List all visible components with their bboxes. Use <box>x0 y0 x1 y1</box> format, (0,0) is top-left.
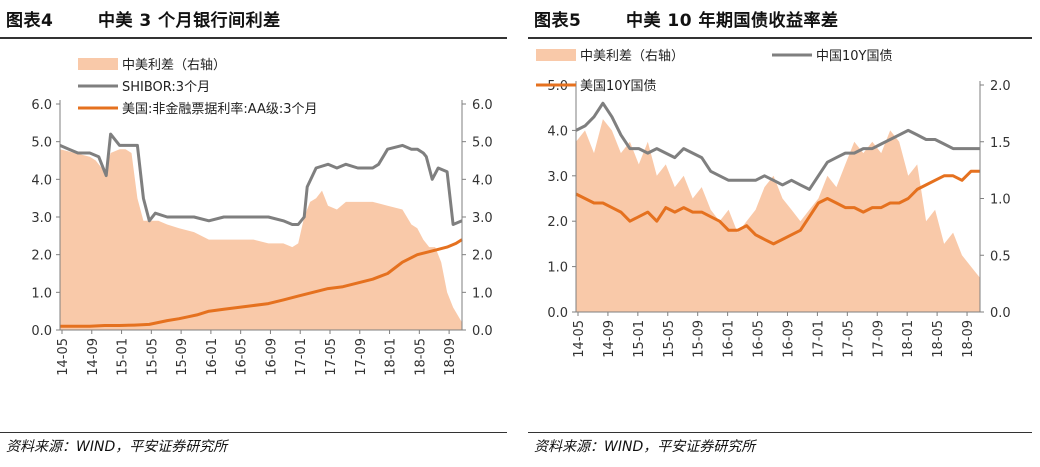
y-tick-label-left: 3.0 <box>31 211 52 226</box>
source-note-left: 资料来源：WIND，平安证券研究所 <box>6 439 228 455</box>
x-tick-label: 16-09 <box>781 320 796 358</box>
series-area-spread <box>576 119 980 312</box>
x-tick-label: 18-09 <box>443 338 458 376</box>
x-tick-label: 18-01 <box>384 338 399 376</box>
y-tick-label-right: 2.0 <box>990 79 1011 94</box>
source-note-right: 资料来源：WIND，平安证券研究所 <box>534 439 756 455</box>
y-tick-label-right: 1.0 <box>990 193 1011 208</box>
chart-title-right: 图表5 中美 10 年期国债收益率差 <box>534 6 839 31</box>
x-tick-label: 16-05 <box>235 338 250 376</box>
chart-title-left: 图表4 中美 3 个月银行间利差 <box>6 6 281 31</box>
series-line-us <box>575 169 980 246</box>
series-line-china <box>59 132 463 226</box>
y-tick-label-left: 5.0 <box>31 136 52 151</box>
x-tick-label: 16-09 <box>264 338 279 376</box>
x-tick-label: 18-05 <box>931 320 946 358</box>
x-tick-label: 15-05 <box>145 338 160 376</box>
y-tick-label-right: 0.0 <box>472 324 493 339</box>
series-line-us <box>60 238 463 328</box>
y-tick-label-right: 0.5 <box>990 249 1011 264</box>
title-divider-left <box>0 37 507 39</box>
source-divider-right <box>528 432 1032 433</box>
y-tick-label-right: 3.0 <box>472 211 493 226</box>
y-tick-label-left: 1.0 <box>547 261 568 276</box>
figure-label-right: 图表5 <box>534 11 582 31</box>
x-tick-label: 15-09 <box>175 338 190 376</box>
y-tick-label-left: 3.0 <box>547 170 568 185</box>
y-tick-label-left: 0.0 <box>547 306 568 321</box>
y-tick-label-right: 5.0 <box>472 136 493 151</box>
chart-title-text-left: 中美 3 个月银行间利差 <box>98 11 281 31</box>
chart-panel-left: 图表4 中美 3 个月银行间利差 0.0 1.0 2.0 3.0 4.0 5.0 6.0 0.0… <box>0 0 515 467</box>
chart-right: 0.01.02.03.04.05.00.00.51.01.52.014-0514… <box>536 49 1011 358</box>
legend-label: 中美利差（右轴） <box>122 58 226 73</box>
figure-label-left: 图表4 <box>6 11 54 31</box>
y-tick-label-left: 1.0 <box>31 286 52 301</box>
x-tick-label: 17-01 <box>811 320 826 358</box>
legend-label: 美国:非金融票据利率:AA级:3个月 <box>122 101 318 117</box>
y-tick-label-left: 6.0 <box>31 98 52 113</box>
x-tick-label: 15-05 <box>662 320 677 358</box>
series-area-spread <box>60 149 462 330</box>
legend-label: SHIBOR:3个月 <box>122 80 210 95</box>
y-tick-label-left: 4.0 <box>31 173 52 188</box>
x-tick-label: 14-05 <box>572 320 587 358</box>
y-tick-label-left: 0.0 <box>31 324 52 339</box>
x-tick-label: 16-05 <box>752 320 767 358</box>
x-tick-label: 14-05 <box>56 338 71 376</box>
x-tick-label: 16-01 <box>205 338 220 376</box>
y-tick-label-left: 2.0 <box>547 215 568 230</box>
x-tick-label: 17-09 <box>354 338 369 376</box>
x-tick-label: 15-01 <box>116 338 131 376</box>
x-tick-label: 16-01 <box>722 320 737 358</box>
x-tick-label: 18-09 <box>961 320 976 358</box>
x-tick-label: 15-01 <box>632 320 647 358</box>
x-tick-label: 17-05 <box>324 338 339 376</box>
legend-swatch-spread <box>78 58 118 70</box>
y-tick-label-left: 2.0 <box>31 249 52 264</box>
y-tick-label-right: 6.0 <box>472 98 493 113</box>
legend-label: 中国10Y国债 <box>816 49 892 64</box>
x-tick-label: 15-09 <box>692 320 707 358</box>
y-tick-label-right: 0.0 <box>990 306 1011 321</box>
x-tick-label: 14-09 <box>86 338 101 376</box>
y-tick-label-right: 1.0 <box>472 286 493 301</box>
x-tick-label: 17-01 <box>294 338 309 376</box>
source-divider-left <box>0 432 507 433</box>
legend-label: 美国10Y国债 <box>580 79 656 94</box>
chart-title-text-right: 中美 10 年期国债收益率差 <box>626 11 839 31</box>
legend-swatch-spread <box>536 49 576 61</box>
x-tick-label: 14-09 <box>602 320 617 358</box>
x-tick-label: 17-09 <box>871 320 886 358</box>
series-line-china <box>575 101 980 191</box>
x-tick-label: 18-05 <box>413 338 428 376</box>
chart-left: 0.0 1.0 2.0 3.0 4.0 5.0 6.0 0.0 1.0 2.0 3.0 4.0 5.0 6… <box>31 58 493 376</box>
y-tick-label-right: 4.0 <box>472 173 493 188</box>
x-tick-label: 17-05 <box>841 320 856 358</box>
x-tick-label: 18-01 <box>901 320 916 358</box>
y-tick-label-right: 1.5 <box>990 136 1011 151</box>
y-tick-label-left: 4.0 <box>547 124 568 139</box>
title-divider-right <box>528 37 1032 39</box>
y-tick-label-right: 2.0 <box>472 249 493 264</box>
legend-label: 中美利差（右轴） <box>580 49 684 64</box>
